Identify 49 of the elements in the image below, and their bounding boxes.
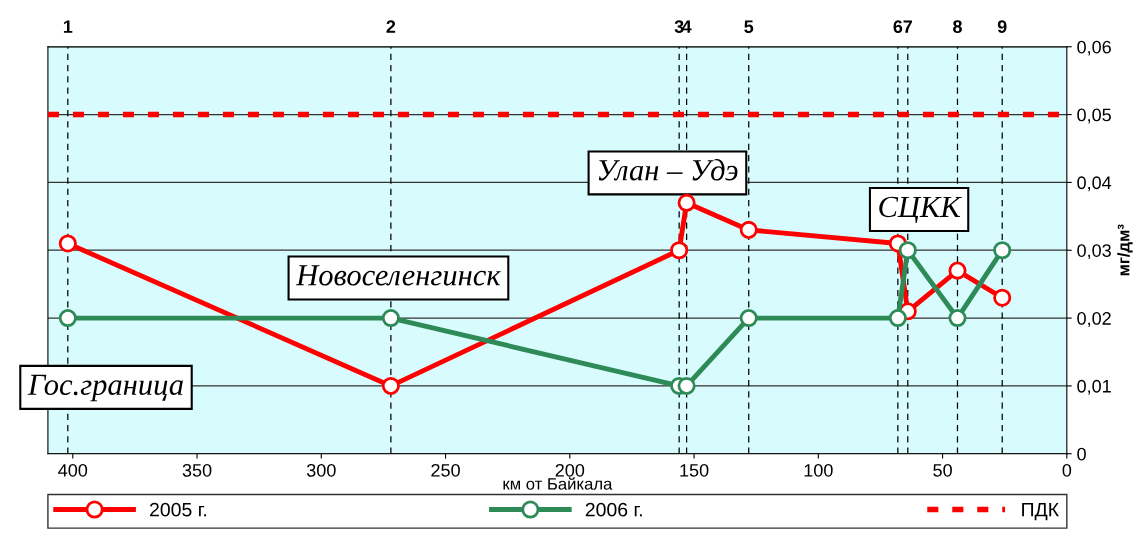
- point: [888, 309, 907, 328]
- point: [993, 288, 1012, 307]
- annotation: Новоселенгинск: [295, 265, 501, 286]
- x-tick-label: 50: [933, 463, 952, 477]
- y-tick-label: 0,06: [1077, 40, 1111, 56]
- x-tick-label: 200: [555, 463, 585, 477]
- x-tick-label: 350: [182, 463, 212, 477]
- y-tick-label: 0,05: [1077, 108, 1111, 124]
- point: [670, 241, 689, 260]
- text: 4: [681, 20, 692, 33]
- text: 1: [63, 20, 73, 33]
- x-tick-label: 250: [431, 463, 460, 477]
- text: 2: [386, 20, 396, 33]
- point: [948, 309, 967, 328]
- x-tick-label: 400: [58, 463, 88, 477]
- x-tick-label: 150: [680, 463, 709, 477]
- point: [381, 376, 400, 395]
- x-tick-label: 100: [804, 463, 833, 477]
- y-tick-label: 0,02: [1077, 312, 1111, 327]
- legend-label: ПДК: [1022, 502, 1059, 521]
- x-tick-label: 300: [306, 463, 336, 477]
- x-axis-title: км от Байкала: [503, 477, 613, 490]
- text: 7: [903, 20, 913, 33]
- y-tick-label: 0,01: [1077, 379, 1111, 395]
- point: [677, 193, 696, 212]
- text: 9: [997, 20, 1007, 34]
- point: [993, 241, 1012, 260]
- legend-label: 2006 г.: [585, 502, 642, 517]
- point: [739, 309, 758, 328]
- x-tick-label: 0: [1062, 463, 1072, 477]
- point: [739, 220, 758, 239]
- text: 8: [953, 20, 962, 34]
- annotation: СЦКК: [879, 196, 963, 224]
- point: [948, 261, 967, 280]
- y-axis-title: мг/дм³: [1117, 224, 1133, 276]
- y-tick-label: 0,04: [1077, 176, 1112, 192]
- point: [898, 241, 917, 260]
- point: [58, 309, 77, 328]
- point: [677, 376, 696, 395]
- text: 3: [674, 20, 684, 34]
- point: [58, 234, 77, 253]
- text: 5: [744, 20, 754, 34]
- text: 6: [893, 20, 903, 34]
- y-tick-label: 0: [1077, 447, 1086, 461]
- legend-label: 2005 г.: [150, 502, 207, 517]
- annotation: Гос.граница: [27, 374, 183, 402]
- point: [381, 309, 400, 328]
- annotation: Улан – Удэ: [598, 159, 738, 181]
- y-tick-label: 0,03: [1077, 244, 1111, 260]
